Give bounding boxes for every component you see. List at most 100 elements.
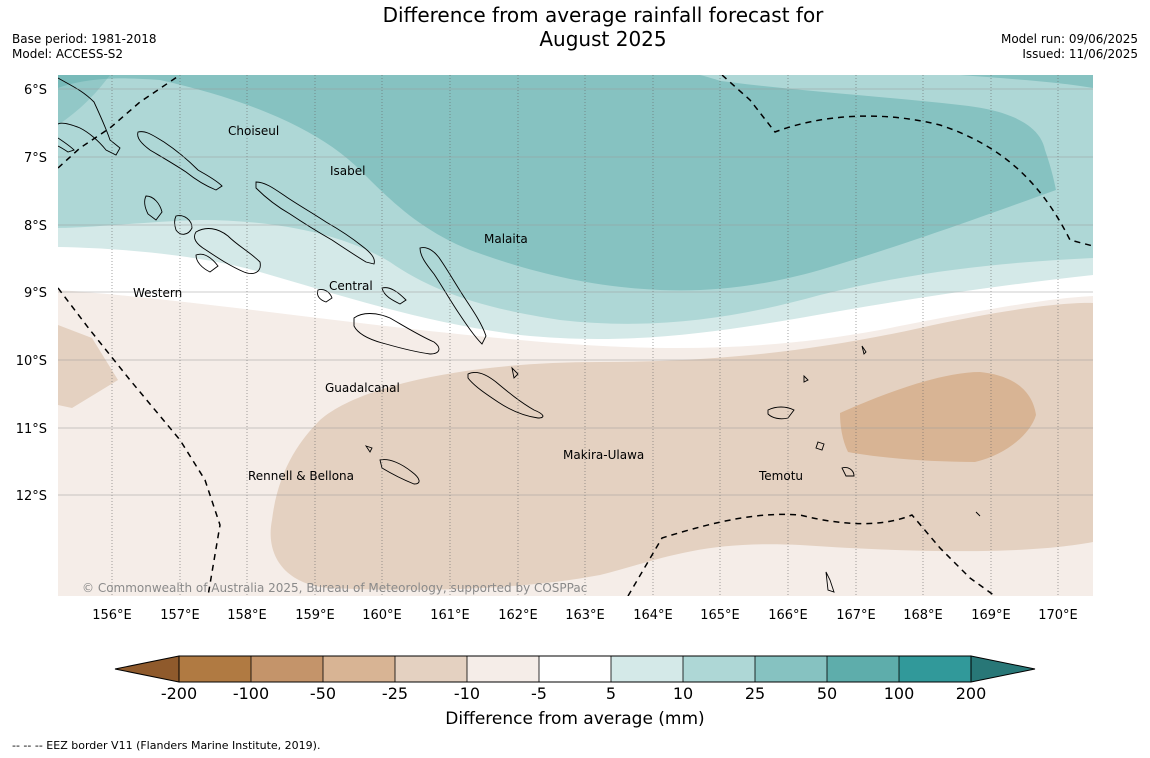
lon-tick-158e: 158°E [227, 608, 267, 623]
coast-bellona [364, 445, 373, 453]
coast-temotu-6 [975, 511, 981, 517]
colorbar-tick-neg200: -200 [161, 684, 197, 703]
coast-choiseul [137, 131, 223, 191]
coast-western-2 [174, 215, 193, 235]
colorbar-segment-8 [683, 656, 755, 682]
lon-tick-157e: 157°E [160, 608, 200, 623]
colorbar-tick-50: 50 [817, 684, 837, 703]
colorbar-outline [178, 655, 972, 683]
colorbar-tick-25: 25 [745, 684, 765, 703]
lon-tick-163e: 163°E [565, 608, 605, 623]
colorbar-left-arrow [114, 655, 180, 683]
label-isabel: Isabel [330, 164, 365, 178]
issued-label: Issued: 11/06/2025 [1022, 47, 1138, 61]
coast-temotu-3 [825, 571, 835, 593]
map-panel: Choiseul Isabel Malaita Western Central … [58, 75, 1093, 596]
coast-western-4 [195, 253, 219, 273]
label-temotu: Temotu [758, 469, 803, 483]
coast-small-ulawa [511, 366, 519, 379]
title-line-1: Difference from average rainfall forecas… [382, 3, 824, 27]
dry-band-left-medium [58, 325, 118, 408]
base-period-label: Base period: 1981-2018 [12, 32, 157, 46]
wet-band-50-100-left [58, 75, 110, 125]
label-rennell-bellona: Rennell & Bellona [248, 469, 354, 483]
colorbar-tick-labels: -200 -100 -50 -25 -10 -5 5 10 25 50 100 … [161, 684, 986, 703]
colorbar-segment-9 [755, 656, 827, 682]
label-western: Western [133, 286, 182, 300]
lon-tick-162e: 162°E [498, 608, 538, 623]
lon-tick-169e: 169°E [971, 608, 1011, 623]
coast-temotu-1 [815, 441, 825, 451]
model-label: Model: ACCESS-S2 [12, 47, 124, 61]
colorbar-tick-neg10: -10 [454, 684, 480, 703]
wet-band-25-50-upper [58, 75, 738, 90]
lon-tick-156e: 156°E [92, 608, 132, 623]
coast-central-2 [381, 287, 407, 305]
eez-borders [58, 75, 1093, 596]
lat-tick-10s: 10°S [16, 354, 47, 369]
graticule-lat [58, 88, 1093, 496]
colorbar-tick-10: 10 [673, 684, 693, 703]
colorbar-segment-2 [251, 656, 323, 682]
colorbar-tick-5: 5 [606, 684, 616, 703]
colorbar-segment-4 [395, 656, 467, 682]
eez-west-north [58, 75, 181, 169]
coast-central [317, 289, 333, 303]
lon-tick-166e: 166°E [768, 608, 808, 623]
label-makira-ulawa: Makira-Ulawa [563, 448, 644, 462]
colorbar-segment-7 [611, 656, 683, 682]
eez-footnote: -- -- -- EEZ border V11 (Flanders Marine… [12, 739, 321, 752]
coast-temotu-5 [861, 345, 867, 355]
colorbar-segment-5 [467, 656, 539, 682]
eez-west [58, 287, 221, 596]
lat-tick-12s: 12°S [16, 489, 47, 504]
colorbar-tick-neg50: -50 [310, 684, 336, 703]
map-title: Difference from average rainfall forecas… [300, 3, 906, 51]
colorbar-tick-neg25: -25 [382, 684, 408, 703]
colorbar-tick-200: 200 [956, 684, 987, 703]
coastlines [58, 77, 981, 593]
coast-guadalcanal [353, 313, 440, 355]
title-line-2: August 2025 [539, 27, 667, 51]
lon-tick-168e: 168°E [903, 608, 943, 623]
lon-tick-161e: 161°E [430, 608, 470, 623]
coast-bougainville-2 [58, 137, 75, 153]
lon-tick-160e: 160°E [362, 608, 402, 623]
meta-left: Base period: 1981-2018 Model: ACCESS-S2 [12, 32, 157, 62]
lon-tick-165e: 165°E [700, 608, 740, 623]
wet-band-25-50 [58, 75, 1093, 291]
model-run-label: Model run: 09/06/2025 [1000, 32, 1138, 46]
colorbar-segment-1 [179, 656, 251, 682]
lat-tick-11s: 11°S [16, 422, 47, 437]
copyright-notice: © Commonwealth of Australia 2025, Bureau… [82, 581, 587, 595]
lat-tick-8s: 8°S [24, 219, 47, 234]
lat-tick-7s: 7°S [24, 151, 47, 166]
coast-western-3 [194, 228, 261, 274]
eez-southeast [627, 513, 996, 596]
colorbar-tick-100: 100 [884, 684, 915, 703]
colorbar: -200 -100 -50 -25 -10 -5 5 10 25 50 100 … [114, 655, 1036, 703]
colorbar-tick-neg5: -5 [531, 684, 547, 703]
eez-northeast [721, 75, 1093, 247]
coast-western-1 [144, 195, 163, 221]
lon-tick-164e: 164°E [633, 608, 673, 623]
coast-temotu-4 [803, 374, 809, 383]
coast-isabel [255, 181, 375, 265]
meta-right: Model run: 09/06/2025 Issued: 11/06/2025 [1001, 32, 1138, 62]
lon-tick-167e: 167°E [836, 608, 876, 623]
lat-tick-6s: 6°S [24, 83, 47, 98]
province-labels: Choiseul Isabel Malaita Western Central … [133, 124, 803, 483]
colorbar-segment-3 [323, 656, 395, 682]
colorbar-right-arrow [970, 655, 1036, 683]
coast-bougainville [58, 77, 121, 156]
label-malaita: Malaita [484, 232, 528, 246]
lon-tick-labels: 156°E 157°E 158°E 159°E 160°E 161°E 162°… [92, 608, 1078, 623]
colorbar-title: Difference from average (mm) [445, 709, 705, 729]
coast-malaita [419, 247, 487, 345]
dry-band-darker [840, 372, 1036, 462]
colorbar-dividers [250, 656, 900, 682]
dry-band-medium [270, 302, 1093, 590]
colorbar-tick-neg100: -100 [233, 684, 269, 703]
label-guadalcanal: Guadalcanal [325, 381, 400, 395]
coast-temotu-2 [841, 467, 855, 477]
